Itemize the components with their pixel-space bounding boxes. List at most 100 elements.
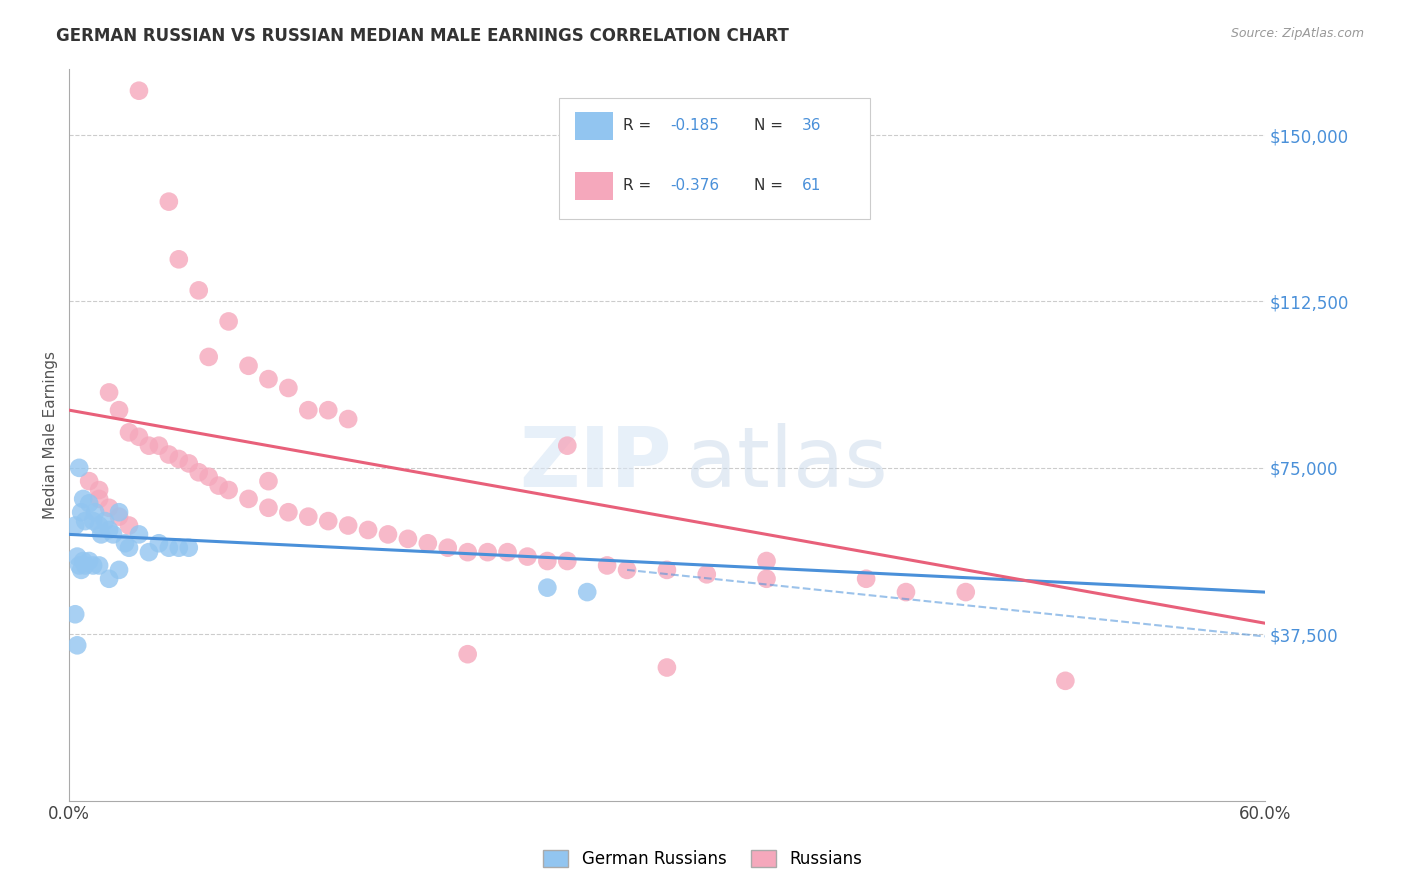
Text: 61: 61 — [801, 178, 821, 194]
Point — [138, 439, 160, 453]
Point — [238, 359, 260, 373]
FancyBboxPatch shape — [575, 172, 613, 200]
Point — [148, 536, 170, 550]
Point — [316, 403, 339, 417]
Point — [157, 448, 180, 462]
Point — [87, 518, 110, 533]
Point — [955, 585, 977, 599]
Text: 36: 36 — [801, 118, 821, 133]
Point — [70, 505, 93, 519]
FancyBboxPatch shape — [575, 112, 613, 139]
Point — [696, 567, 718, 582]
Point — [128, 527, 150, 541]
Point — [75, 558, 97, 573]
Point — [457, 545, 479, 559]
Point — [114, 536, 136, 550]
Point — [177, 541, 200, 555]
Point — [67, 558, 90, 573]
Point — [148, 439, 170, 453]
Text: N =: N = — [754, 178, 787, 194]
Point — [576, 585, 599, 599]
Point — [70, 563, 93, 577]
Text: Source: ZipAtlas.com: Source: ZipAtlas.com — [1230, 27, 1364, 40]
Point — [297, 403, 319, 417]
Point — [87, 491, 110, 506]
Point — [72, 491, 94, 506]
Point — [894, 585, 917, 599]
Point — [337, 518, 360, 533]
Point — [436, 541, 458, 555]
Point — [297, 509, 319, 524]
Point — [277, 505, 299, 519]
Point — [257, 372, 280, 386]
Point — [396, 532, 419, 546]
Text: -0.185: -0.185 — [671, 118, 720, 133]
Point — [82, 558, 104, 573]
Point — [197, 350, 219, 364]
Point — [63, 518, 86, 533]
Point — [277, 381, 299, 395]
Point — [1054, 673, 1077, 688]
Point — [516, 549, 538, 564]
Point — [118, 541, 141, 555]
Point — [63, 607, 86, 622]
FancyBboxPatch shape — [560, 98, 870, 219]
Point — [157, 541, 180, 555]
Point — [98, 572, 121, 586]
Point — [90, 527, 112, 541]
Point — [496, 545, 519, 559]
Text: ZIP: ZIP — [519, 424, 672, 504]
Text: R =: R = — [623, 118, 655, 133]
Point — [596, 558, 619, 573]
Point — [655, 660, 678, 674]
Point — [257, 500, 280, 515]
Point — [536, 554, 558, 568]
Point — [755, 554, 778, 568]
Text: N =: N = — [754, 118, 787, 133]
Point — [67, 460, 90, 475]
Point — [187, 465, 209, 479]
Point — [108, 509, 131, 524]
Y-axis label: Median Male Earnings: Median Male Earnings — [44, 351, 58, 518]
Point — [238, 491, 260, 506]
Point — [177, 457, 200, 471]
Point — [108, 563, 131, 577]
Text: atlas: atlas — [686, 424, 887, 504]
Point — [218, 314, 240, 328]
Point — [118, 425, 141, 440]
Point — [84, 505, 107, 519]
Text: R =: R = — [623, 178, 655, 194]
Point — [72, 554, 94, 568]
Point — [555, 554, 578, 568]
Point — [77, 554, 100, 568]
Point — [101, 527, 124, 541]
Point — [187, 284, 209, 298]
Point — [157, 194, 180, 209]
Point — [167, 541, 190, 555]
Point — [167, 252, 190, 267]
Point — [75, 514, 97, 528]
Text: GERMAN RUSSIAN VS RUSSIAN MEDIAN MALE EARNINGS CORRELATION CHART: GERMAN RUSSIAN VS RUSSIAN MEDIAN MALE EA… — [56, 27, 789, 45]
Point — [167, 452, 190, 467]
Point — [128, 430, 150, 444]
Point — [197, 469, 219, 483]
Point — [87, 483, 110, 497]
Legend: German Russians, Russians: German Russians, Russians — [537, 843, 869, 875]
Point — [316, 514, 339, 528]
Point — [94, 514, 117, 528]
Point — [357, 523, 380, 537]
Point — [82, 514, 104, 528]
Point — [108, 403, 131, 417]
Point — [655, 563, 678, 577]
Point — [208, 478, 231, 492]
Point — [477, 545, 499, 559]
Point — [66, 638, 89, 652]
Point — [108, 505, 131, 519]
Point — [77, 496, 100, 510]
Point — [98, 523, 121, 537]
Point — [257, 474, 280, 488]
Point — [536, 581, 558, 595]
Point — [377, 527, 399, 541]
Point — [416, 536, 439, 550]
Point — [755, 572, 778, 586]
